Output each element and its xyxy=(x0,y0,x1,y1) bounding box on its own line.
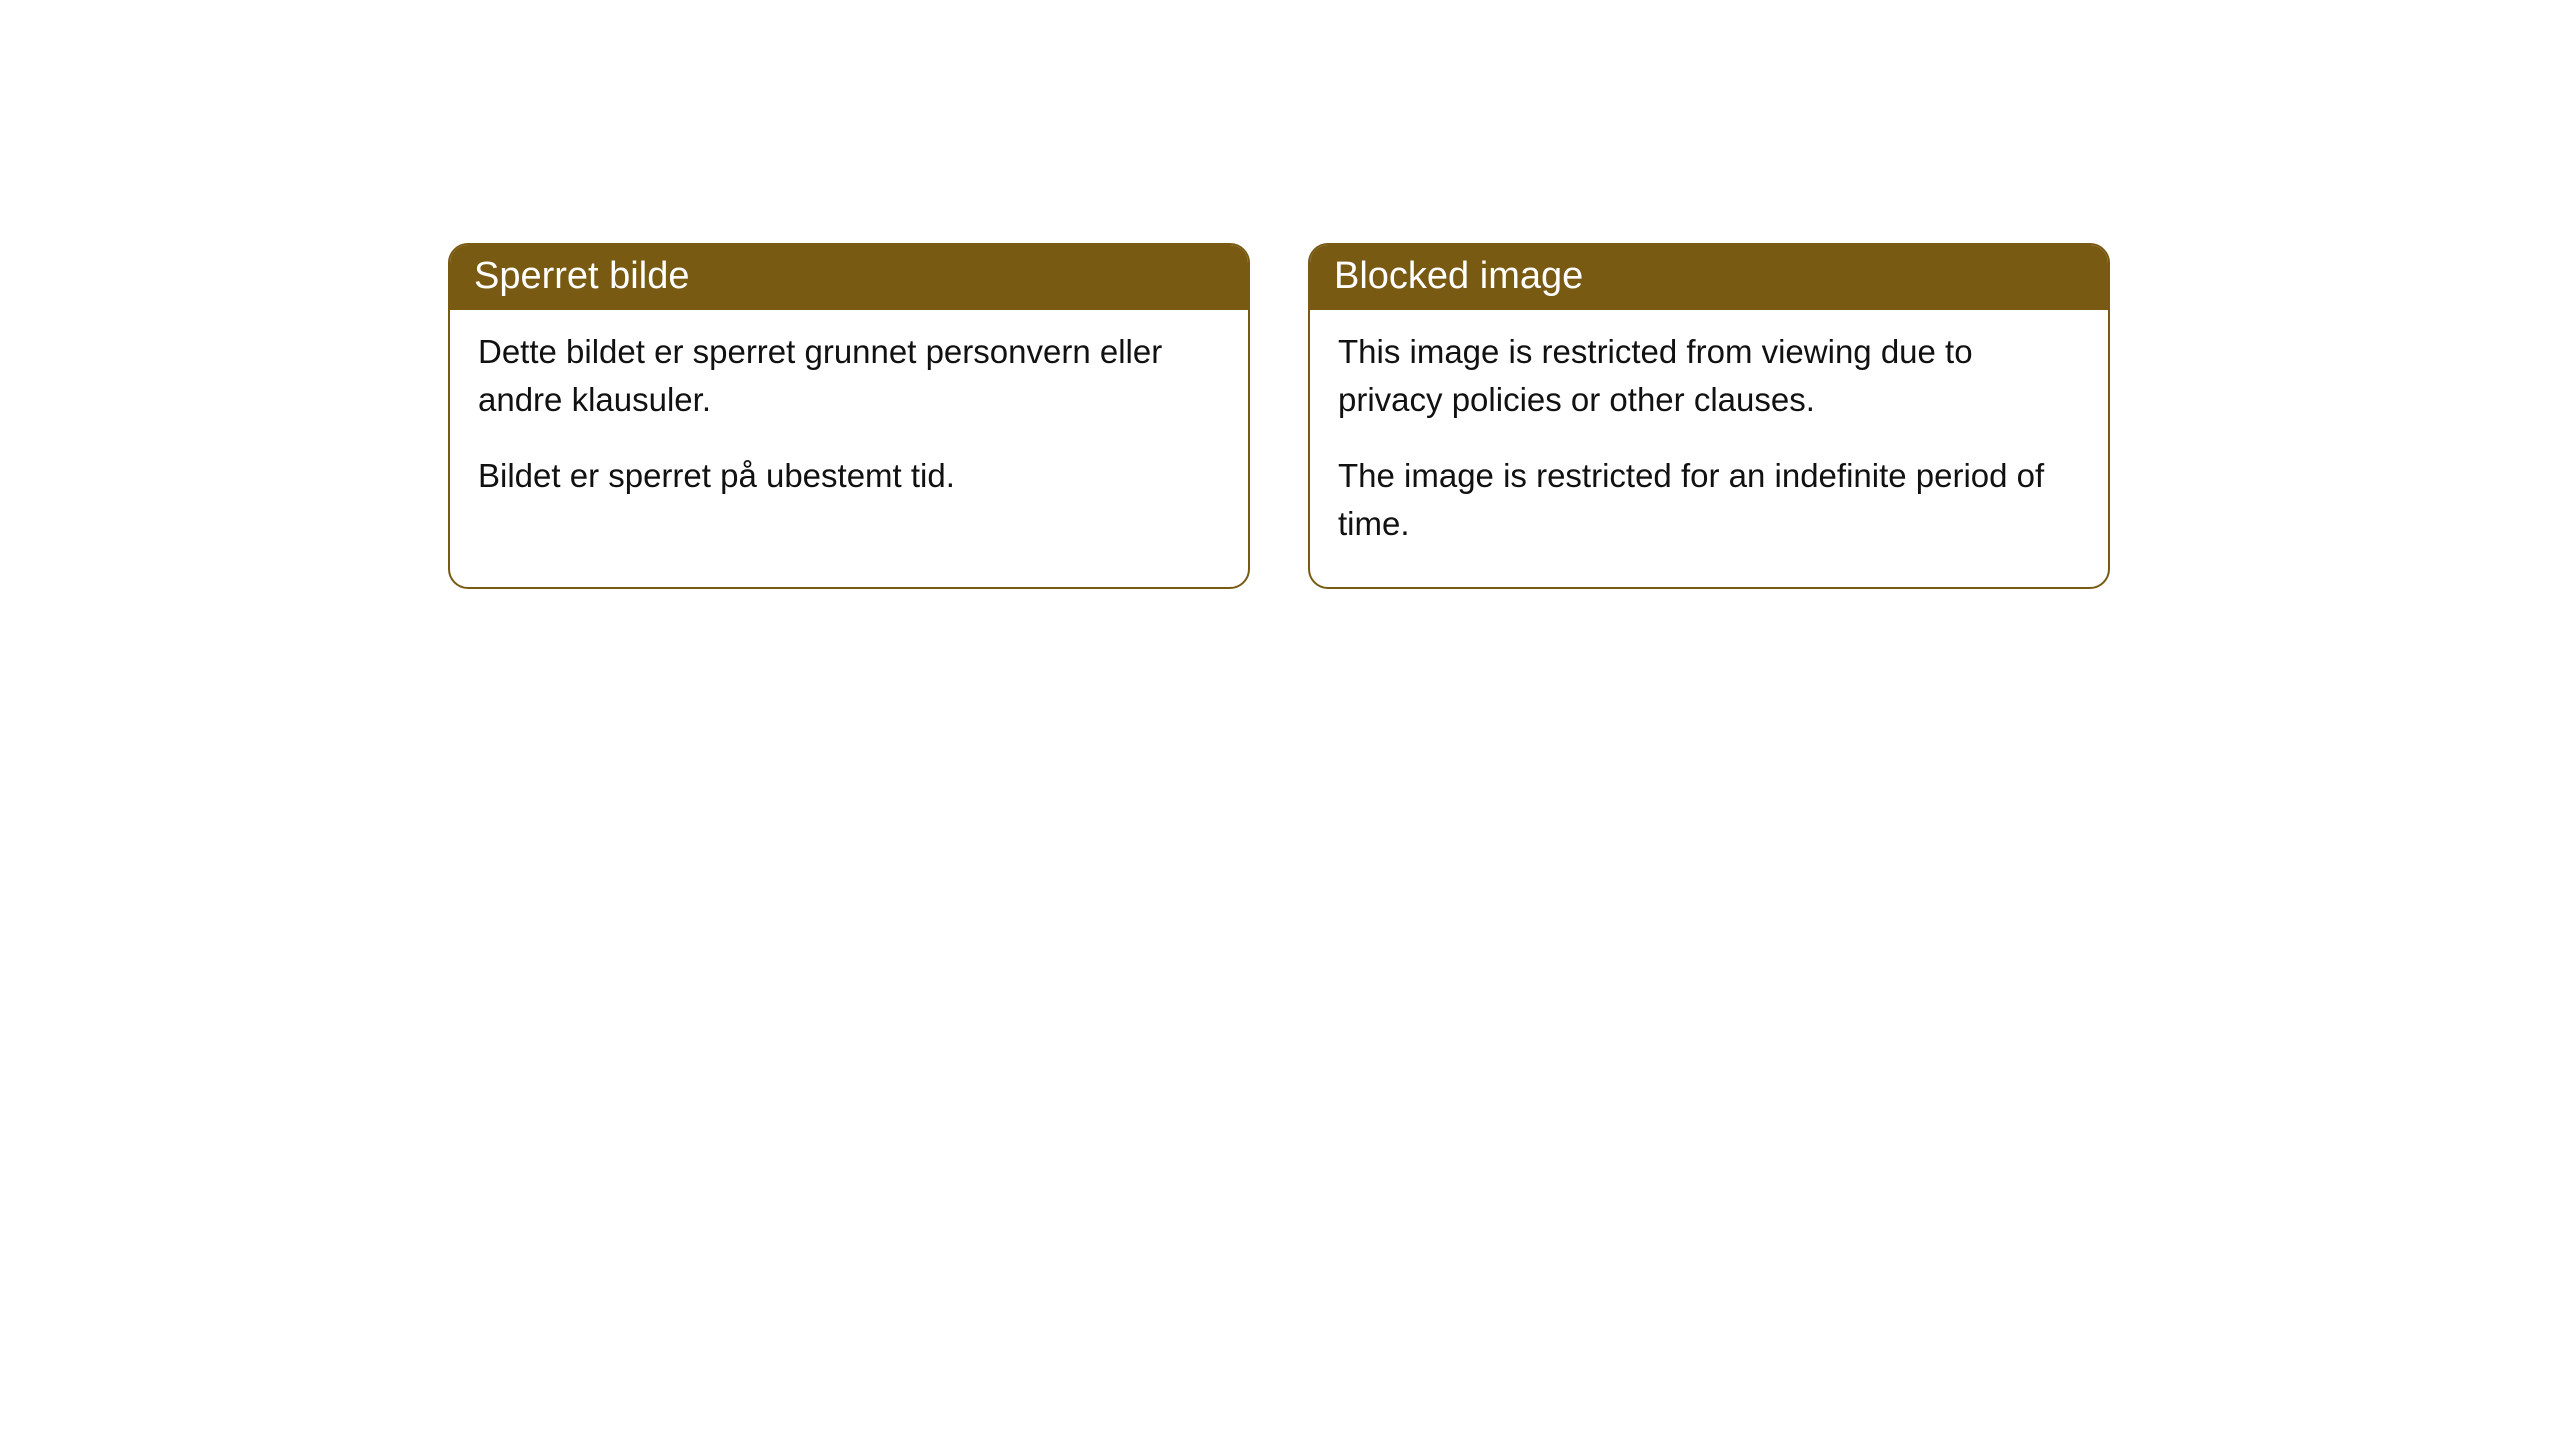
notice-cards-container: Sperret bilde Dette bildet er sperret gr… xyxy=(448,243,2110,589)
card-paragraph: Bildet er sperret på ubestemt tid. xyxy=(478,452,1220,500)
notice-card-english: Blocked image This image is restricted f… xyxy=(1308,243,2110,589)
card-paragraph: This image is restricted from viewing du… xyxy=(1338,328,2080,424)
card-header: Sperret bilde xyxy=(450,245,1248,310)
card-paragraph: The image is restricted for an indefinit… xyxy=(1338,452,2080,548)
card-header: Blocked image xyxy=(1310,245,2108,310)
card-body: This image is restricted from viewing du… xyxy=(1310,310,2108,587)
card-title: Blocked image xyxy=(1334,255,1583,297)
card-paragraph: Dette bildet er sperret grunnet personve… xyxy=(478,328,1220,424)
notice-card-norwegian: Sperret bilde Dette bildet er sperret gr… xyxy=(448,243,1250,589)
card-body: Dette bildet er sperret grunnet personve… xyxy=(450,310,1248,540)
card-title: Sperret bilde xyxy=(474,255,689,297)
